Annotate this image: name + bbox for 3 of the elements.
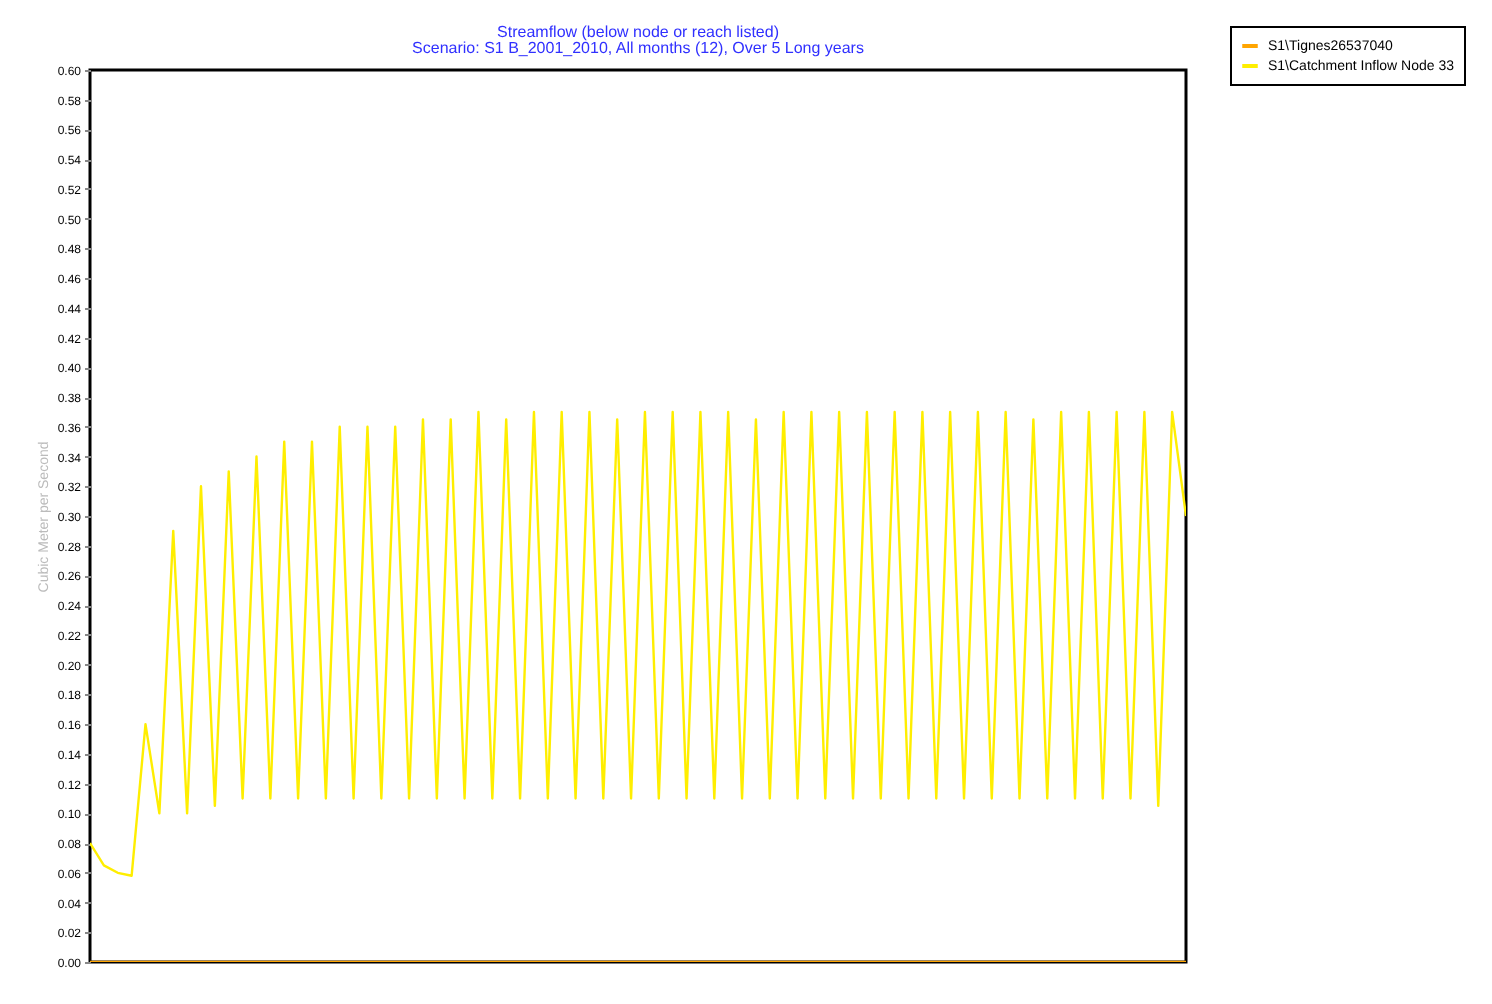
chart-title: Streamflow (below node or reach listed) <box>497 23 780 41</box>
chart-subtitle: Scenario: S1 B_2001_2010, All months (12), Over 5 Long years <box>412 39 864 57</box>
line-series <box>90 410 1186 877</box>
